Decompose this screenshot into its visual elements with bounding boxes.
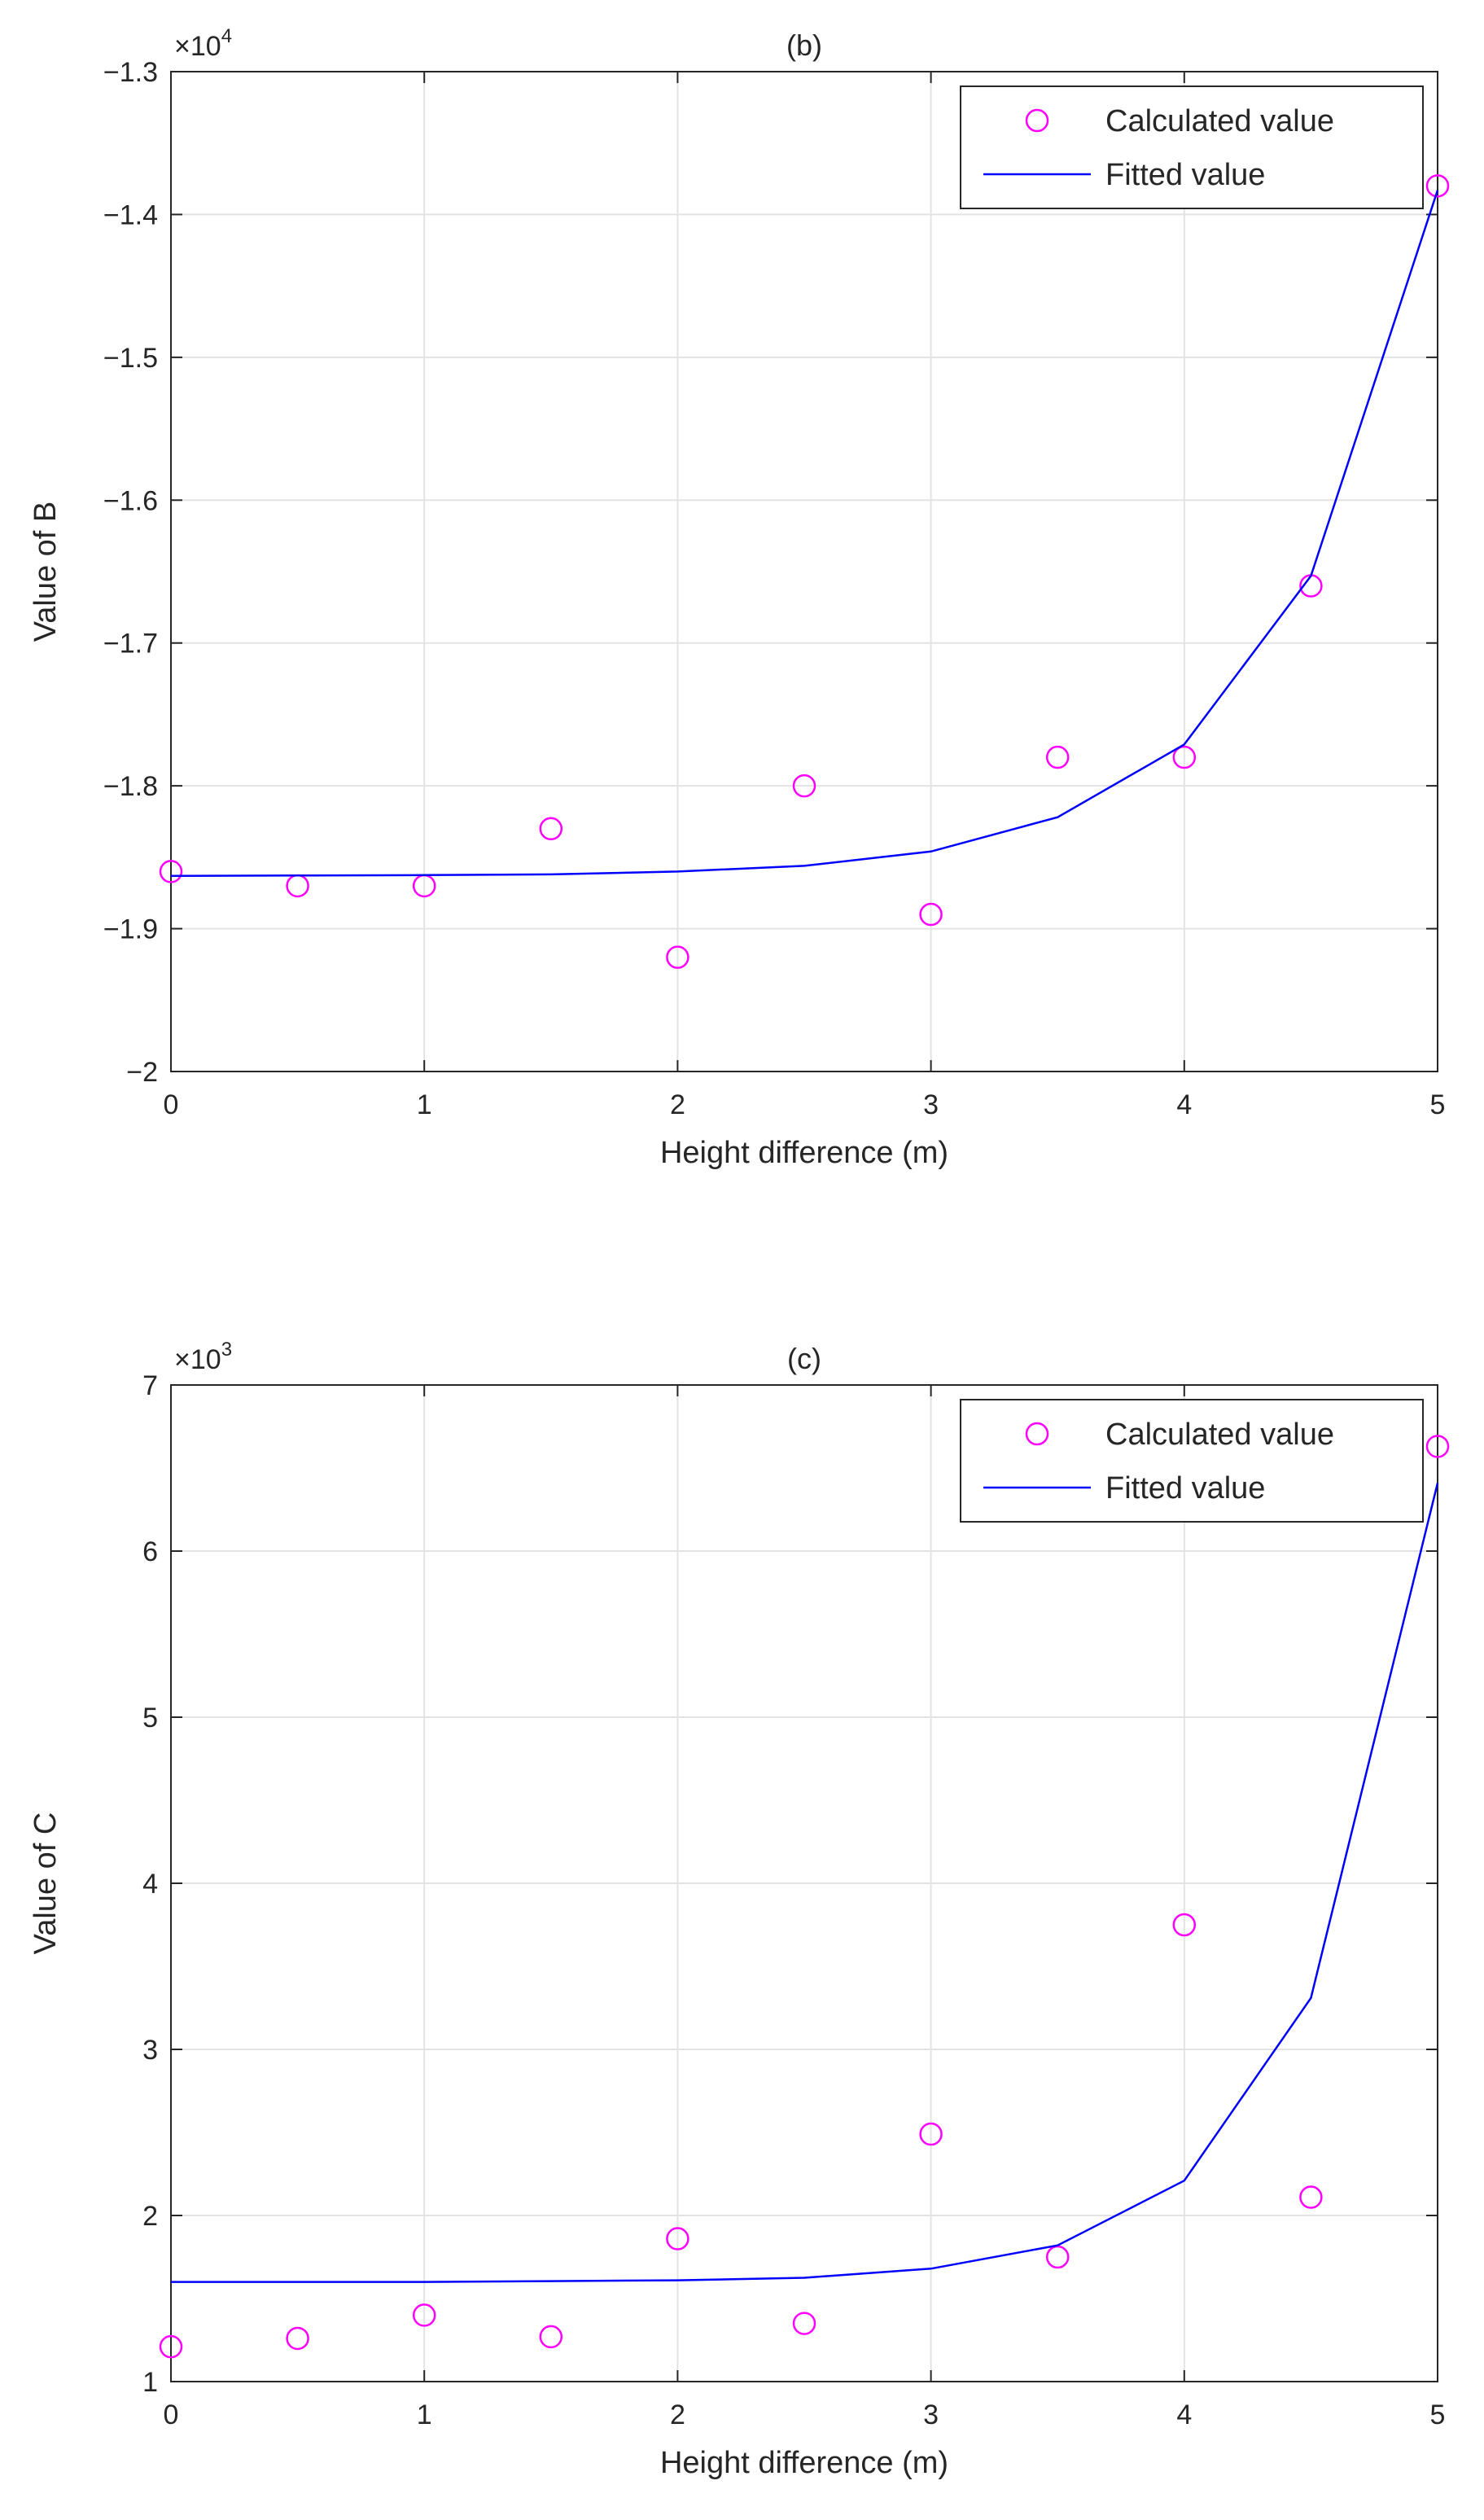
y-tick-label: 1 <box>142 2367 158 2398</box>
y-tick-label: −1.5 <box>103 343 158 374</box>
calculated-value-point <box>539 2325 563 2349</box>
y-tick-label: 4 <box>142 1869 158 1900</box>
calculated-value-point <box>792 2312 816 2335</box>
y-exponent-base: ×10 <box>174 1344 221 1375</box>
x-tick-label: 2 <box>670 2399 685 2430</box>
y-exponent-label: ×103 <box>174 1339 232 1375</box>
y-tick-label: 5 <box>142 1703 158 1733</box>
y-tick-label: −1.7 <box>103 629 158 660</box>
y-tick-label: −2 <box>126 1057 158 1088</box>
fitted-value-line <box>171 1483 1439 2283</box>
x-tick-label: 4 <box>1176 1089 1192 1120</box>
y-tick-label: 3 <box>142 2035 158 2066</box>
y-tick-label: 7 <box>142 1370 158 1401</box>
y-tick-label: −1.3 <box>103 57 158 88</box>
x-axis-title: Height difference (m) <box>660 2446 948 2480</box>
y-tick-label: 6 <box>142 1536 158 1567</box>
y-tick-label: 2 <box>142 2201 158 2232</box>
calculated-value-point <box>412 2303 436 2327</box>
calculated-value-point <box>1425 174 1450 198</box>
x-tick-label: 5 <box>1430 1089 1446 1120</box>
y-exponent-power: 4 <box>221 25 232 47</box>
chart-title: (b) <box>786 28 822 62</box>
x-tick-label: 1 <box>417 1089 432 1120</box>
y-exponent-power: 3 <box>221 1339 232 1361</box>
fitted-value-line <box>170 190 1439 877</box>
calculated-value-point <box>919 2122 943 2146</box>
legend-marker-swatch <box>1025 1422 1049 1446</box>
calculated-value-point <box>1045 745 1070 769</box>
y-tick-label: −1.6 <box>103 485 158 516</box>
calculated-value-point <box>666 2227 689 2250</box>
legend-box <box>960 1399 1424 1523</box>
plot-area-frame <box>170 71 1438 1072</box>
y-tick-label: −1.8 <box>103 771 158 802</box>
y-axis-title: Value of C <box>28 1812 63 1955</box>
y-exponent-label: ×104 <box>174 25 232 62</box>
calculated-value-point <box>666 945 689 969</box>
calculated-value-point <box>286 2326 309 2351</box>
x-tick-label: 3 <box>923 2399 939 2430</box>
legend-label: Fitted value <box>1105 1471 1265 1505</box>
calculated-value-point <box>1172 745 1197 769</box>
calculated-value-point <box>792 774 816 798</box>
calculated-value-point <box>539 817 563 841</box>
y-exponent-base: ×10 <box>174 31 221 62</box>
y-axis-title: Value of B <box>28 502 63 642</box>
legend-label: Calculated value <box>1105 104 1334 138</box>
chart-title: (c) <box>787 1342 821 1375</box>
x-tick-label: 4 <box>1176 2399 1192 2430</box>
calculated-value-point <box>1425 1435 1450 1458</box>
x-tick-label: 5 <box>1430 2399 1446 2430</box>
x-axis-title: Height difference (m) <box>660 1136 948 1170</box>
chart-panel-b: 0 1 2 3 4 5−2−1.9−1.8−1.7−1.6−1.5−1.4−1.3×104… <box>28 25 1450 1170</box>
x-tick-label: 0 <box>164 2399 179 2430</box>
calculated-value-point <box>919 902 943 927</box>
x-tick-label: 3 <box>923 1089 939 1120</box>
legend-marker-swatch <box>1025 108 1049 133</box>
calculated-value-point <box>159 2334 183 2359</box>
calculated-value-point <box>159 860 183 883</box>
legend-label: Fitted value <box>1105 158 1265 192</box>
y-tick-label: −1.4 <box>103 199 158 230</box>
x-tick-label: 1 <box>417 2399 432 2430</box>
x-tick-label: 2 <box>670 1089 685 1120</box>
calculated-value-point <box>1299 2185 1323 2209</box>
x-tick-label: 0 <box>164 1089 179 1120</box>
calculated-value-point <box>1045 2245 1070 2269</box>
legend-box <box>960 85 1424 209</box>
y-tick-label: −1.9 <box>103 914 158 945</box>
legend-label: Calculated value <box>1105 1418 1334 1452</box>
calculated-value-point <box>1172 1913 1197 1937</box>
